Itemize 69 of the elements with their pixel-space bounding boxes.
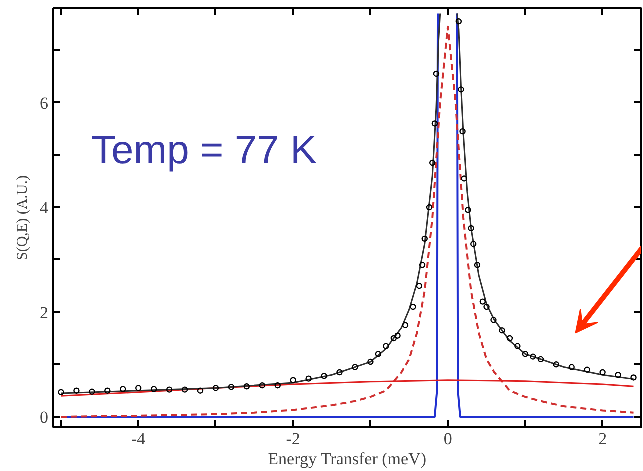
point xyxy=(228,384,235,390)
y-axis-title: S(Q,E) (A.U.) xyxy=(15,176,31,260)
point xyxy=(568,364,575,370)
x-tick-label: -2 xyxy=(286,430,300,448)
point xyxy=(584,366,590,373)
point xyxy=(465,207,472,214)
point xyxy=(458,86,464,93)
point xyxy=(430,160,436,166)
point xyxy=(368,358,374,366)
point xyxy=(402,322,409,328)
point xyxy=(104,388,111,394)
y-tick-label: 0 xyxy=(40,408,48,428)
point xyxy=(460,128,466,135)
point xyxy=(530,354,536,360)
point xyxy=(419,262,426,268)
point xyxy=(538,356,544,363)
point xyxy=(630,374,637,381)
point xyxy=(474,262,481,268)
point xyxy=(120,386,126,392)
point xyxy=(484,304,490,310)
point xyxy=(390,335,398,342)
point xyxy=(422,236,428,242)
point xyxy=(468,225,474,232)
point xyxy=(426,204,433,211)
annotation: Temp = 77 K xyxy=(92,128,318,172)
point xyxy=(375,351,382,358)
point xyxy=(416,282,423,290)
point xyxy=(244,384,250,390)
point xyxy=(470,241,477,248)
point xyxy=(150,386,158,392)
point xyxy=(433,70,440,78)
point xyxy=(306,376,312,382)
point xyxy=(182,386,188,393)
point xyxy=(321,373,328,380)
line-series xyxy=(60,380,635,397)
x-tick-label: -4 xyxy=(132,430,146,448)
point xyxy=(259,382,266,389)
point xyxy=(166,386,173,393)
y-tick-label: 6 xyxy=(40,94,48,113)
point xyxy=(615,372,622,378)
point xyxy=(410,304,416,310)
y-tick-label: 4 xyxy=(40,198,49,218)
x-axis-title: Energy Transfer (meV) xyxy=(268,450,427,468)
point xyxy=(514,343,521,350)
point xyxy=(136,385,142,392)
point xyxy=(480,298,486,305)
point xyxy=(352,364,358,370)
point xyxy=(600,369,606,376)
point xyxy=(490,317,497,324)
x-tick-label: 0 xyxy=(444,430,452,448)
point xyxy=(383,343,390,350)
y-tick-label: 2 xyxy=(40,303,48,322)
point xyxy=(394,332,401,339)
point xyxy=(461,176,468,182)
point xyxy=(197,388,204,394)
point xyxy=(274,382,281,389)
point xyxy=(290,377,296,384)
point xyxy=(522,351,529,358)
x-tick-label: 2 xyxy=(598,430,608,448)
point xyxy=(506,335,514,342)
point xyxy=(456,18,462,25)
point xyxy=(212,385,220,392)
point xyxy=(89,388,96,395)
point xyxy=(432,120,438,127)
point xyxy=(58,389,64,396)
point xyxy=(336,369,343,376)
point xyxy=(74,388,80,394)
point xyxy=(499,328,506,334)
point xyxy=(553,362,560,368)
